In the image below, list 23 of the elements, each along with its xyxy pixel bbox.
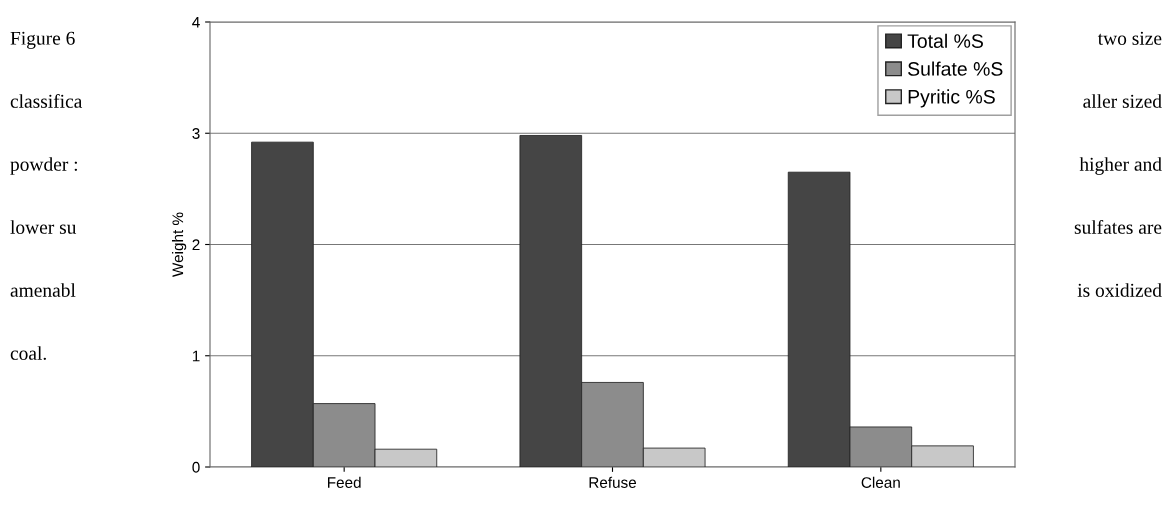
legend-label: Sulfate %S bbox=[908, 61, 1003, 76]
x-tick-label: Clean bbox=[861, 476, 900, 488]
text: aller sized bbox=[1083, 94, 1162, 108]
y-tick-label: 2 bbox=[192, 239, 200, 251]
y-axis-title: Weight % bbox=[171, 212, 187, 277]
y-tick-label: 0 bbox=[192, 461, 200, 473]
x-tick-label: Feed bbox=[328, 476, 361, 488]
text: classifica bbox=[10, 93, 83, 108]
legend-label: Pyritic %S bbox=[908, 89, 995, 108]
y-tick-label: 4 bbox=[192, 17, 200, 28]
text: lower su bbox=[10, 220, 77, 234]
caption: Figure 6 bbox=[10, 31, 75, 49]
text: coal. bbox=[10, 346, 46, 360]
text: sulfates are bbox=[1074, 219, 1162, 234]
y-tick-label: 3 bbox=[192, 128, 200, 139]
text: higher and bbox=[1079, 157, 1162, 175]
legend-label: Total %S bbox=[907, 33, 983, 48]
text: amenabl bbox=[10, 283, 76, 297]
text: is oxidized bbox=[1077, 283, 1162, 297]
text: two size bbox=[1097, 31, 1162, 45]
y-tick-label: 1 bbox=[192, 350, 200, 362]
x-tick-label: Refuse bbox=[589, 476, 637, 488]
text: powder : bbox=[10, 157, 77, 175]
